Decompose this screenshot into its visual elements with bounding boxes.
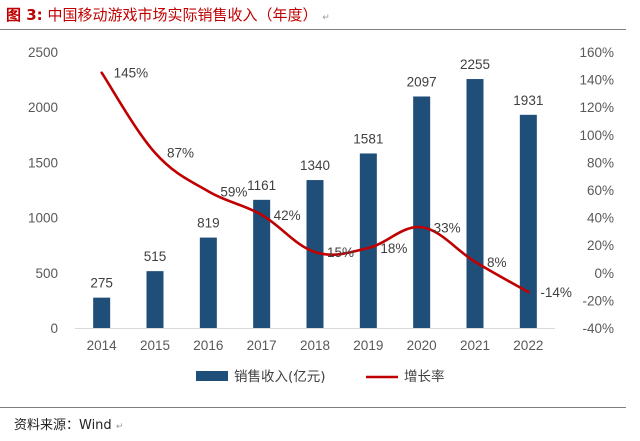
figure-title-text: 中国移动游戏市场实际销售收入（年度） [47, 6, 318, 24]
x-tick-label: 2014 [87, 338, 118, 353]
y-left-tick-label: 0 [50, 321, 58, 336]
bar [306, 180, 324, 328]
y-left-tick-label: 1000 [28, 211, 58, 226]
bar [413, 96, 431, 328]
bar [199, 237, 217, 328]
bar-value-label: 819 [197, 216, 220, 231]
bar-value-label: 1340 [300, 158, 330, 173]
bar [519, 114, 537, 328]
growth-rate-label: -14% [540, 285, 572, 300]
y-right-tick-label: 80% [587, 155, 614, 170]
growth-rate-label: 8% [487, 255, 507, 270]
bar [466, 79, 484, 328]
bar-value-label: 1161 [247, 178, 276, 193]
legend: 销售收入(亿元) 增长率 [196, 368, 445, 385]
bar [359, 153, 377, 328]
legend-bar-swatch [196, 371, 228, 381]
growth-rate-label: 33% [434, 220, 461, 235]
bar-value-label: 1581 [353, 131, 383, 146]
bar-value-label: 275 [90, 276, 113, 291]
chart: 2014 2015 2016 2017 2018 2019 2020 2021 2022 0 50… [28, 45, 614, 385]
bar [253, 199, 271, 328]
x-tick-label: 2017 [247, 338, 277, 353]
growth-rate-line [100, 71, 530, 294]
bar-series [93, 79, 537, 328]
x-tick-label: 2016 [193, 338, 223, 353]
x-tick-label: 2022 [513, 338, 543, 353]
growth-rate-label: 18% [380, 241, 407, 256]
bar [93, 297, 111, 328]
y-right-tick-label: -40% [582, 321, 614, 336]
growth-rate-label: 15% [327, 245, 354, 260]
line-series [100, 71, 530, 294]
bar [146, 271, 164, 328]
y-axis-left: 0 500 1000 1500 2000 2500 [28, 45, 58, 336]
bar-value-label: 2255 [460, 57, 490, 72]
y-right-tick-label: 100% [579, 128, 614, 143]
paragraph-mark-icon: ↵ [115, 422, 124, 432]
y-right-tick-label: 120% [579, 100, 614, 115]
y-right-tick-label: -20% [582, 293, 614, 308]
y-right-tick-label: 140% [579, 73, 614, 88]
y-left-tick-label: 2500 [28, 45, 58, 60]
y-right-tick-label: 20% [587, 238, 614, 253]
growth-rate-label: 59% [220, 184, 247, 199]
paragraph-mark-icon: ↵ [322, 13, 330, 23]
bar-value-label: 515 [144, 249, 167, 264]
source-note: 资料来源：Wind ↵ [14, 414, 123, 433]
legend-bar-label: 销售收入(亿元) [234, 369, 326, 385]
y-axis-right: -40% -20% 0% 20% 40% 60% 80% 100% 120% 140% 160% [579, 45, 614, 336]
legend-line-label: 增长率 [404, 368, 445, 385]
growth-rate-label: 87% [167, 146, 194, 161]
source-text: 资料来源：Wind [14, 418, 112, 433]
footer-divider [0, 407, 626, 408]
data-labels: 275 515 819 1161 1340 1581 2097 2255 1931 145% 87%… [90, 57, 571, 300]
x-tick-label: 2021 [460, 338, 490, 353]
figure-number: 图 3: [6, 6, 43, 24]
x-tick-label: 2018 [300, 338, 330, 353]
growth-rate-label: 145% [114, 66, 149, 81]
x-tick-label: 2015 [140, 338, 170, 353]
x-axis: 2014 2015 2016 2017 2018 2019 2020 2021 2022 [75, 328, 555, 353]
figure-title: 图 3: 中国移动游戏市场实际销售收入（年度） ↵ [6, 4, 330, 29]
y-right-tick-label: 60% [587, 183, 614, 198]
y-left-tick-label: 500 [35, 266, 58, 281]
y-left-tick-label: 2000 [28, 100, 58, 115]
y-right-tick-label: 40% [587, 211, 614, 226]
y-right-tick-label: 160% [579, 45, 614, 60]
title-divider [0, 29, 626, 30]
y-left-tick-label: 1500 [28, 155, 58, 170]
growth-rate-label: 42% [274, 208, 301, 223]
bar-value-label: 2097 [407, 74, 437, 89]
bar-value-label: 1931 [513, 93, 543, 108]
x-tick-label: 2020 [407, 338, 437, 353]
x-tick-label: 2019 [353, 338, 383, 353]
y-right-tick-label: 0% [594, 266, 614, 281]
